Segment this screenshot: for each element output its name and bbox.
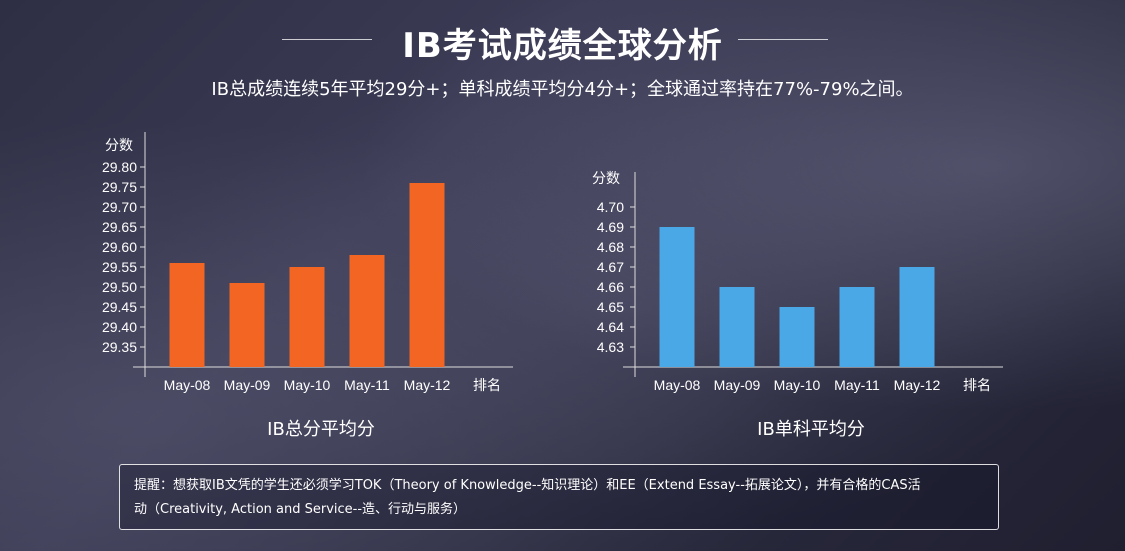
total-bar-may-09 (229, 283, 265, 367)
total-y-tick-label: 29.70 (102, 199, 137, 215)
total-x-tick-label: May-12 (404, 377, 451, 393)
subject-score-chart-title: IB单科平均分 (757, 419, 865, 440)
total-x-tick-label: May-10 (284, 377, 331, 393)
total-x-tick-label: May-09 (224, 377, 271, 393)
reminder-note-line-2: 动（Creativity, Action and Service--造、行动与服… (134, 502, 467, 517)
total-y-axis-label: 分数 (105, 138, 133, 154)
total-score-chart-title: IB总分平均分 (267, 419, 375, 440)
title-row: IB考试成绩全球分析 (0, 10, 1125, 66)
total-bar-may-12 (409, 183, 445, 367)
total-y-tick-label: 29.35 (102, 339, 137, 355)
total-x-tick-label: 排名 (473, 377, 501, 393)
page-subtitle: IB总成绩连续5年平均29分+；单科成绩平均分4分+；全球通过率持在77%-79… (211, 79, 914, 100)
total-y-tick-label: 29.80 (102, 159, 137, 175)
total-x-tick-label: May-08 (164, 377, 211, 393)
total-bar-may-11 (349, 255, 385, 367)
total-y-tick-label: 29.40 (102, 319, 137, 335)
page-title: IB考试成绩全球分析 (402, 26, 723, 66)
total-y-tick-label: 29.65 (102, 219, 137, 235)
total-bar-may-08 (169, 263, 205, 367)
reminder-note: 提醒：想获取IB文凭的学生还必须学习TOK（Theory of Knowledg… (119, 464, 999, 530)
total-y-tick-label: 29.60 (102, 239, 137, 255)
total-y-tick-label: 29.50 (102, 279, 137, 295)
total-y-tick-label: 29.55 (102, 259, 137, 275)
title-right-rule (738, 39, 828, 40)
title-left-rule (282, 39, 372, 40)
total-x-tick-label: May-11 (344, 377, 390, 393)
reminder-note-line-1: 提醒：想获取IB文凭的学生还必须学习TOK（Theory of Knowledg… (134, 478, 921, 493)
total-y-tick-label: 29.45 (102, 299, 137, 315)
total-bar-may-10 (289, 267, 325, 367)
total-y-tick-label: 29.75 (102, 179, 137, 195)
